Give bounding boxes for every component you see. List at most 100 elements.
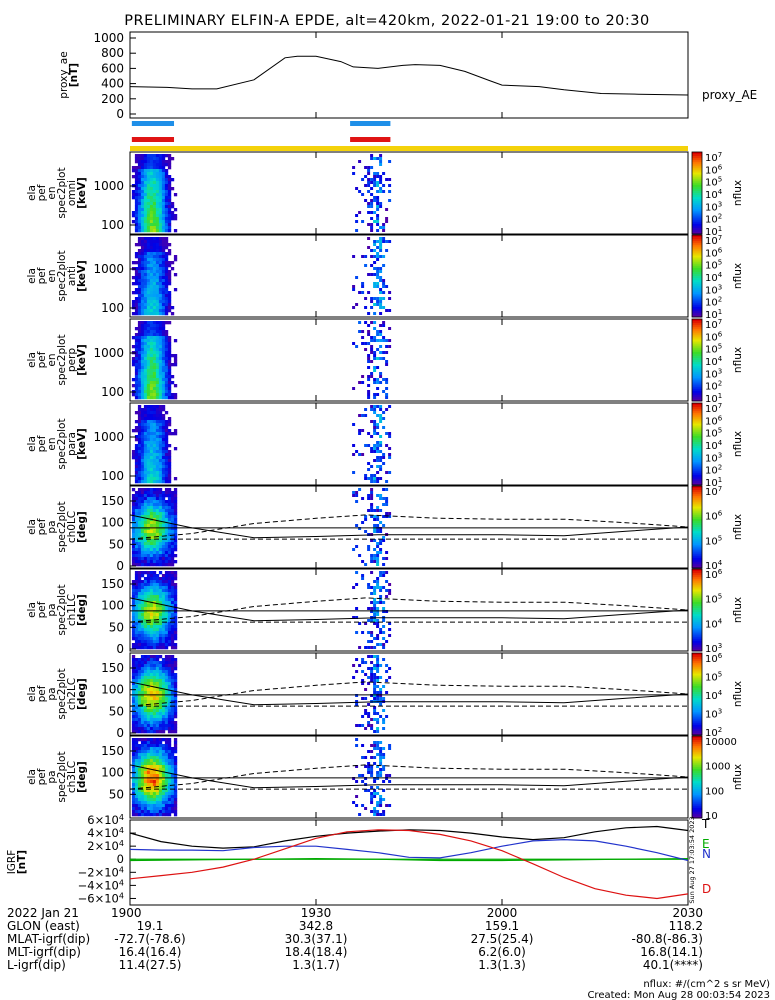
spec-pixel [131, 741, 136, 745]
spec-pixel [158, 727, 163, 731]
spec-pixel [131, 303, 136, 307]
spec-pixel [158, 285, 163, 289]
spec-pixel [158, 515, 163, 519]
spec-pixel [146, 474, 151, 478]
spec-pixel [382, 503, 386, 506]
colorbar-segment [692, 561, 702, 565]
spec-pixel [164, 518, 169, 522]
spec-pixel [167, 420, 172, 424]
spec-pixel [167, 700, 172, 704]
spec-pixel [155, 193, 160, 197]
spec-pixel [131, 509, 136, 513]
spec-pixel [152, 223, 157, 227]
spec-pixel [131, 282, 136, 286]
spec-pixel [134, 545, 139, 549]
spec-pixel [361, 336, 365, 339]
spec-pixel [167, 190, 172, 194]
spec-pixel [134, 619, 139, 623]
colorbar-segment [692, 419, 702, 422]
colorbar-segment [692, 380, 702, 384]
colorbar-segment [692, 549, 702, 553]
colorbar-segment [692, 156, 702, 159]
spec-pixel [173, 554, 178, 558]
colorbar-segment [692, 351, 702, 355]
spec-pixel [137, 199, 142, 203]
spec-pixel [134, 563, 139, 567]
spec-pixel [367, 169, 371, 172]
spec-pixel [385, 557, 389, 560]
spec-pixel [385, 351, 389, 354]
colorbar-segment [692, 390, 702, 394]
spec-pixel [131, 503, 136, 507]
spec-pixel [158, 712, 163, 716]
spec-pixel [149, 610, 154, 614]
spec-pixel [376, 643, 380, 646]
spec-pixel [158, 488, 163, 492]
spec-pixel [164, 288, 169, 292]
spec-pixel [146, 441, 151, 445]
spec-pixel [137, 387, 142, 391]
spec-pixel [373, 351, 377, 354]
spec-pixel [161, 175, 166, 179]
spec-pixel [155, 530, 160, 534]
spec-pixel [143, 619, 148, 623]
colorbar-segment [692, 278, 702, 281]
spec-pixel [367, 178, 371, 181]
spec-pixel [385, 208, 389, 211]
spec-pixel [149, 157, 154, 161]
spec-pixel [373, 282, 377, 285]
spec-pixel [149, 646, 154, 650]
colorbar-tick-label: 10000 [705, 737, 737, 748]
spec-pixel [158, 300, 163, 304]
spec-pixel [149, 354, 154, 358]
spec-pixel [158, 249, 163, 253]
spec-pixel [379, 306, 383, 309]
spec-pixel [137, 474, 142, 478]
spec-pixel [373, 554, 377, 557]
spec-pixel [388, 240, 392, 243]
spec-pixel [143, 682, 148, 686]
spec-pixel [379, 459, 383, 462]
spec-pixel [382, 747, 386, 750]
spec-pixel [167, 465, 172, 469]
pa-ytick-label: 100 [101, 516, 124, 530]
spec-pixel [131, 497, 136, 501]
spec-pixel [164, 196, 169, 200]
spec-pixel [167, 524, 172, 528]
spec-pixel [161, 491, 166, 495]
spec-pixel [382, 488, 386, 491]
spec-panel-ylabel-line: pef [36, 435, 48, 452]
spec-pixel [134, 554, 139, 558]
spec-pixel [149, 756, 154, 760]
colorbar-segment [692, 349, 702, 353]
spec-pixel [134, 753, 139, 757]
ae-ytick-label: 800 [101, 46, 124, 60]
spec-pixel [167, 527, 172, 531]
spec-pixel [376, 601, 380, 604]
spec-pixel [146, 229, 151, 233]
spec-pixel [152, 345, 157, 349]
spec-pixel [152, 246, 157, 250]
spec-pixel [158, 246, 163, 250]
spec-pixel [140, 468, 145, 472]
spec-pixel [134, 384, 139, 388]
spec-pixel [149, 628, 154, 632]
colorbar-tick-label: 107 [705, 402, 722, 415]
spec-pixel [143, 312, 148, 316]
spec-pixel [140, 357, 145, 361]
spec-pixel [173, 288, 178, 292]
colorbar-tick-label: 101 [705, 225, 722, 238]
colorbar-segment [692, 466, 702, 470]
spec-pixel [373, 518, 377, 521]
spec-pixel [149, 795, 154, 799]
colorbar-segment [692, 323, 702, 326]
colorbar-segment [692, 458, 702, 461]
spec-pixel [355, 214, 359, 217]
spec-pixel [134, 345, 139, 349]
spec-pixel [134, 450, 139, 454]
spec-pixel [370, 229, 374, 232]
spec-pixel [158, 468, 163, 472]
spec-pixel [152, 217, 157, 221]
spec-pixel [131, 637, 136, 641]
